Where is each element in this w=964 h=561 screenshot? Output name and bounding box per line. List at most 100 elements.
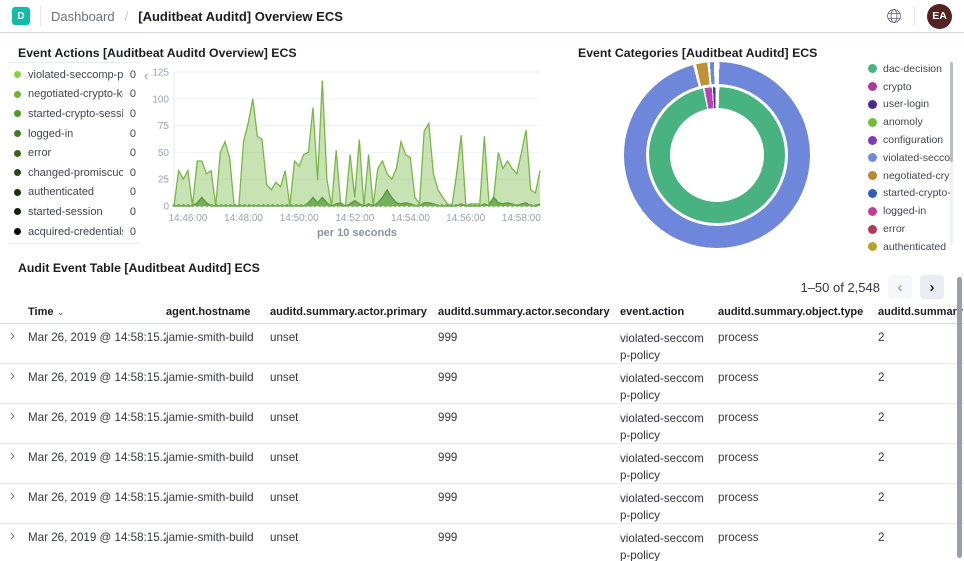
dashboard-app-logo[interactable]: D [12, 7, 30, 25]
svg-text:50: 50 [158, 148, 170, 159]
legend-value: 0 [129, 225, 136, 238]
cell-actor-secondary: 999 [438, 531, 458, 544]
expand-row-icon[interactable]: › [10, 527, 15, 544]
event-actions-legend: violated-seccomp-p... 0 negotiated-crypto-… [8, 62, 140, 245]
column-header[interactable]: agent.hostname [166, 306, 251, 318]
legend-item[interactable]: negotiated-crypto... [868, 167, 952, 185]
legend-label: error [28, 147, 52, 160]
header-divider [40, 6, 41, 26]
cell-hostname: jamie-smith-build [166, 371, 254, 384]
table-row: › Mar 26, 2019 @ 14:58:15.245jamie-smith-… [0, 364, 964, 404]
legend-item[interactable]: changed-promiscuo... 0 [8, 163, 140, 183]
legend-label: started-crypto-se... [883, 187, 952, 200]
legend-item[interactable]: logged-in 0 [8, 124, 140, 144]
column-header[interactable]: Time ⌄ [28, 306, 65, 318]
legend-item[interactable]: configuration [868, 131, 952, 149]
svg-text:per 10 seconds: per 10 seconds [317, 227, 397, 239]
svg-text:14:54:00: 14:54:00 [391, 213, 430, 224]
cell-object-type: process [718, 371, 759, 384]
legend-color-dot [868, 171, 877, 181]
cell-actor-primary: unset [270, 491, 299, 504]
table-row: › Mar 26, 2019 @ 14:58:15.245jamie-smith-… [0, 524, 964, 561]
legend-label: violated-seccomp... [883, 151, 952, 164]
legend-label: logged-in [28, 127, 74, 140]
expand-row-icon[interactable]: › [10, 367, 15, 384]
pagination-next-button[interactable]: › [920, 275, 944, 299]
legend-color-dot [14, 208, 21, 216]
cell-hostname: jamie-smith-build [166, 411, 254, 424]
legend-label: user-login [883, 98, 930, 111]
cell-event-action: violated-seccomp-policy [620, 372, 704, 402]
cell-time: Mar 26, 2019 @ 14:58:15.245 [28, 371, 166, 384]
event-categories-donut-chart[interactable] [624, 62, 810, 248]
column-header[interactable]: auditd.summary.actor.primary [270, 306, 427, 318]
legend-item[interactable]: started-session 0 [8, 202, 140, 222]
column-header[interactable]: event.action [620, 306, 685, 318]
legend-item[interactable]: acquired-credentials 0 [8, 222, 140, 242]
legend-color-dot [868, 99, 877, 109]
svg-text:14:48:00: 14:48:00 [224, 213, 263, 224]
table-row: › Mar 26, 2019 @ 14:58:15.245jamie-smith-… [0, 444, 964, 484]
legend-collapse-icon[interactable]: ‹ [144, 68, 149, 83]
legend-item[interactable]: authenticated [868, 238, 952, 256]
panel-title: Event Categories [Auditbeat Auditd] ECS [578, 46, 818, 60]
legend-item[interactable]: crypto [868, 78, 952, 96]
column-header[interactable]: auditd.summary.object.type [718, 306, 864, 318]
table-scrollbar-thumb[interactable] [957, 277, 962, 558]
cell-event-action: violated-seccomp-policy [620, 332, 704, 362]
pagination-prev-button[interactable]: ‹ [888, 275, 912, 299]
breadcrumb-dashboard-link[interactable]: Dashboard [51, 8, 115, 24]
legend-scrollbar-thumb[interactable] [950, 62, 953, 162]
table-header-row: Time ⌄ agent.hostname auditd.summary.actor.… [0, 301, 964, 324]
panel-title: Audit Event Table [Auditbeat Auditd] ECS [18, 261, 260, 275]
legend-item[interactable]: user-login [868, 96, 952, 114]
cell-hostname: jamie-smith-build [166, 531, 254, 544]
legend-item[interactable]: authenticated 0 [8, 183, 140, 203]
legend-value: 0 [129, 186, 136, 199]
svg-text:14:52:00: 14:52:00 [335, 213, 374, 224]
table-pagination: 1–50 of 2,548 ‹ › [800, 275, 944, 299]
legend-item[interactable]: started-crypto-sessi... 0 [8, 104, 140, 124]
cell-time: Mar 26, 2019 @ 14:58:15.245 [28, 491, 166, 504]
legend-item[interactable]: started-crypto-se... [868, 185, 952, 203]
legend-color-dot [14, 71, 21, 79]
breadcrumb-separator: / [124, 8, 129, 24]
legend-color-dot [868, 117, 877, 127]
cell-hostname: jamie-smith-build [166, 331, 254, 344]
expand-row-icon[interactable]: › [10, 407, 15, 424]
legend-item[interactable]: negotiated-crypto-key 0 [8, 85, 140, 105]
legend-item[interactable]: logged-in [868, 202, 952, 220]
svg-text:75: 75 [158, 121, 170, 132]
panel-title: Event Actions [Auditbeat Auditd Overview… [18, 46, 297, 60]
legend-color-dot [868, 188, 877, 198]
column-header[interactable]: auditd.summary [878, 306, 963, 318]
legend-item[interactable]: dac-decision [868, 60, 952, 78]
user-avatar[interactable]: EA [927, 3, 952, 29]
table-row: › Mar 26, 2019 @ 14:58:15.245jamie-smith-… [0, 404, 964, 444]
legend-label: error [883, 223, 906, 236]
expand-row-icon[interactable]: › [10, 447, 15, 464]
cell-summary: 2 [878, 331, 885, 344]
cell-summary: 2 [878, 371, 885, 384]
cell-actor-secondary: 999 [438, 491, 458, 504]
panel-event-actions: Event Actions [Auditbeat Auditd Overview… [0, 38, 560, 253]
cell-event-action: violated-seccomp-policy [620, 492, 704, 522]
legend-item[interactable]: violated-seccomp... [868, 149, 952, 167]
legend-item[interactable]: error 0 [8, 143, 140, 163]
page-title: [Auditbeat Auditd] Overview ECS [138, 8, 343, 24]
cell-actor-secondary: 999 [438, 371, 458, 384]
legend-label: crypto [883, 80, 912, 93]
legend-label: anomoly [883, 116, 923, 129]
globe-icon[interactable] [886, 8, 902, 24]
legend-label: negotiated-crypto-key [28, 88, 123, 101]
column-header[interactable]: auditd.summary.actor.secondary [438, 306, 610, 318]
legend-label: violated-seccomp-p... [28, 68, 123, 81]
expand-row-icon[interactable]: › [10, 327, 15, 344]
legend-item[interactable]: error [868, 220, 952, 238]
expand-row-icon[interactable]: › [10, 487, 15, 504]
sort-down-icon: ⌄ [56, 307, 65, 318]
legend-item[interactable]: anomoly [868, 113, 952, 131]
legend-item[interactable]: violated-seccomp-p... 0 [8, 65, 140, 85]
legend-color-dot [14, 228, 21, 236]
donut-hole [670, 108, 764, 202]
